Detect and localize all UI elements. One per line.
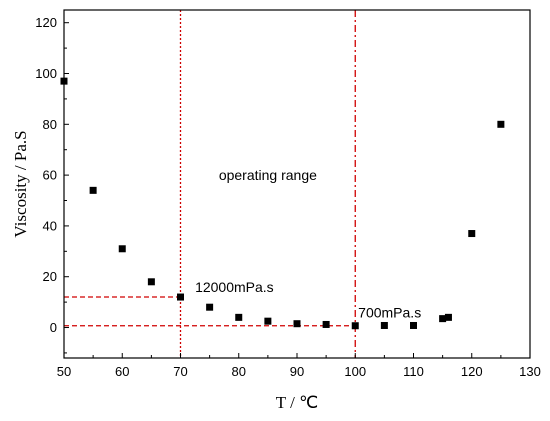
y-tick-label: 60 — [43, 168, 57, 183]
data-point — [497, 120, 505, 128]
data-point — [264, 317, 272, 325]
annotations-layer: operating range 12000mPa.s 700mPa.s — [195, 167, 421, 320]
data-point — [89, 186, 97, 194]
plot-frame — [63, 9, 531, 359]
annotation-label: 700mPa.s — [358, 304, 421, 320]
data-point — [293, 320, 301, 328]
ticks-layer: 50 60 70 80 90 100 110 120 130 0 20 40 60 80 100 120 — [35, 15, 541, 379]
data-points-layer — [60, 77, 505, 330]
y-tick-label: 80 — [43, 117, 57, 132]
y-tick-label: 20 — [43, 269, 57, 284]
data-point — [206, 303, 214, 311]
data-point — [235, 313, 243, 321]
y-axis-label: Viscosity / Pa.S — [11, 130, 30, 237]
x-tick-label: 80 — [232, 364, 246, 379]
data-point — [380, 321, 388, 329]
data-point — [351, 322, 359, 330]
x-tick-label: 100 — [344, 364, 366, 379]
x-tick-label: 90 — [290, 364, 304, 379]
y-tick-label: 0 — [50, 320, 57, 335]
x-tick-label: 110 — [403, 364, 424, 379]
data-point — [468, 230, 476, 238]
x-tick-label: 130 — [519, 364, 541, 379]
data-point — [177, 293, 184, 301]
y-tick-label: 100 — [35, 66, 57, 81]
annotation-label: operating range — [219, 167, 317, 183]
x-tick-label: 60 — [115, 364, 129, 379]
x-tick-label: 70 — [173, 364, 187, 379]
x-axis-label: T / ℃ — [276, 393, 318, 412]
y-tick-label: 40 — [43, 218, 57, 233]
annotation-label: 12000mPa.s — [195, 279, 274, 295]
data-point — [118, 245, 126, 253]
data-point — [410, 321, 417, 329]
data-point — [439, 315, 447, 323]
y-tick-label: 120 — [35, 15, 57, 30]
data-point — [147, 278, 155, 286]
data-point — [322, 320, 330, 328]
x-tick-label: 120 — [461, 364, 483, 379]
data-point — [444, 313, 452, 321]
x-tick-label: 50 — [57, 364, 71, 379]
